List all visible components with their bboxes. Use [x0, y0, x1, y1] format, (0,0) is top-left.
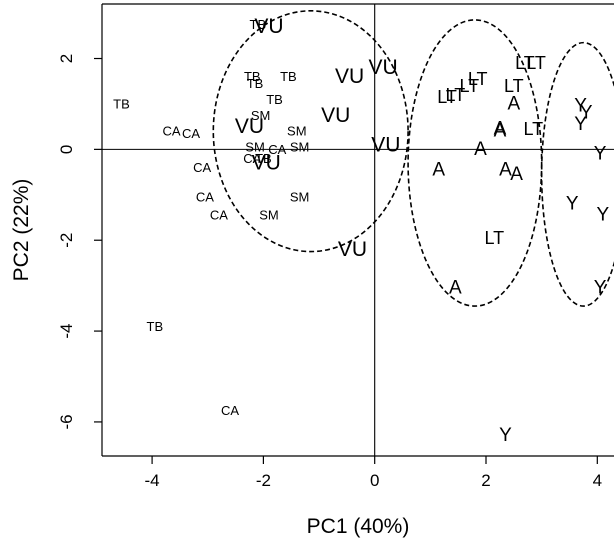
cluster-ellipses	[212, 10, 614, 307]
data-point: CA	[221, 403, 239, 418]
data-point: A	[510, 164, 523, 185]
data-point: A	[507, 93, 520, 114]
data-point: TB	[244, 69, 261, 84]
data-point: TB	[247, 76, 264, 91]
data-point: Y	[594, 277, 607, 298]
data-point: Y	[574, 114, 587, 135]
data-point: A	[499, 159, 512, 180]
y-tick-label: -2	[57, 233, 76, 248]
data-point: LT	[515, 53, 535, 73]
data-point: CA	[210, 208, 228, 223]
x-tick-label: 0	[370, 471, 379, 490]
cluster-ellipse	[407, 19, 543, 307]
data-point: VU	[371, 133, 400, 156]
data-point: LT	[446, 85, 466, 105]
data-point: LT	[468, 69, 488, 89]
data-point: SM	[290, 190, 310, 205]
data-point: SM	[251, 108, 271, 123]
data-point: VU	[321, 104, 350, 127]
data-point: VU	[338, 238, 367, 261]
cluster-ellipse	[212, 10, 409, 253]
data-point: SM	[245, 140, 265, 155]
x-tick-label: -4	[145, 471, 160, 490]
data-point: VU	[254, 15, 283, 38]
y-axis-label: PC2 (22%)	[10, 179, 33, 282]
data-point: CA	[268, 142, 286, 157]
data-point: VU	[335, 65, 364, 88]
x-axis-ticks: -4 -2 0 2 4	[145, 456, 602, 490]
data-point: SM	[259, 208, 279, 223]
x-tick-label: 4	[593, 471, 602, 490]
data-point: CA	[163, 124, 181, 139]
data-point: Y	[580, 103, 593, 124]
y-tick-label: 0	[57, 145, 76, 154]
cluster-ellipse	[540, 41, 614, 307]
data-point: CA	[243, 151, 261, 166]
data-point: LT	[485, 228, 505, 248]
y-tick-label: -4	[57, 324, 76, 339]
data-point: CA	[196, 190, 214, 205]
data-point: Y	[499, 425, 512, 446]
data-point: VU	[252, 151, 281, 174]
x-axis-label: PC1 (40%)	[307, 515, 410, 538]
y-tick-label: -6	[57, 414, 76, 429]
data-point: LT	[523, 119, 543, 139]
data-point: A	[449, 277, 462, 298]
data-point: SM	[290, 140, 310, 155]
data-point: TB	[113, 96, 130, 111]
data-point: Y	[594, 143, 607, 164]
data-point: LT	[459, 76, 479, 96]
data-point: TB	[266, 92, 283, 107]
data-point: CA	[182, 126, 200, 141]
data-point: LT	[504, 76, 524, 96]
x-tick-label: -2	[256, 471, 271, 490]
data-point: VU	[235, 115, 264, 138]
data-point: LT	[437, 87, 457, 107]
data-point: VU	[368, 56, 397, 79]
data-point: TB	[280, 69, 297, 84]
data-point: Y	[574, 96, 587, 117]
data-point: TB	[250, 17, 267, 32]
data-point: A	[494, 118, 507, 139]
data-point: A	[494, 121, 507, 142]
reference-lines	[102, 4, 614, 456]
x-tick-label: 2	[481, 471, 490, 490]
data-point: TB	[255, 151, 272, 166]
data-point: CA	[193, 160, 211, 175]
data-point: LT	[526, 53, 546, 73]
data-point: A	[474, 139, 487, 160]
data-point: Y	[597, 205, 610, 226]
data-point: A	[432, 159, 445, 180]
data-point: SM	[287, 124, 307, 139]
y-tick-label: 2	[57, 54, 76, 63]
y-axis-ticks: -6 -4 -2 0 2	[57, 54, 102, 429]
data-point: Y	[566, 193, 579, 214]
data-point: TB	[147, 319, 164, 334]
